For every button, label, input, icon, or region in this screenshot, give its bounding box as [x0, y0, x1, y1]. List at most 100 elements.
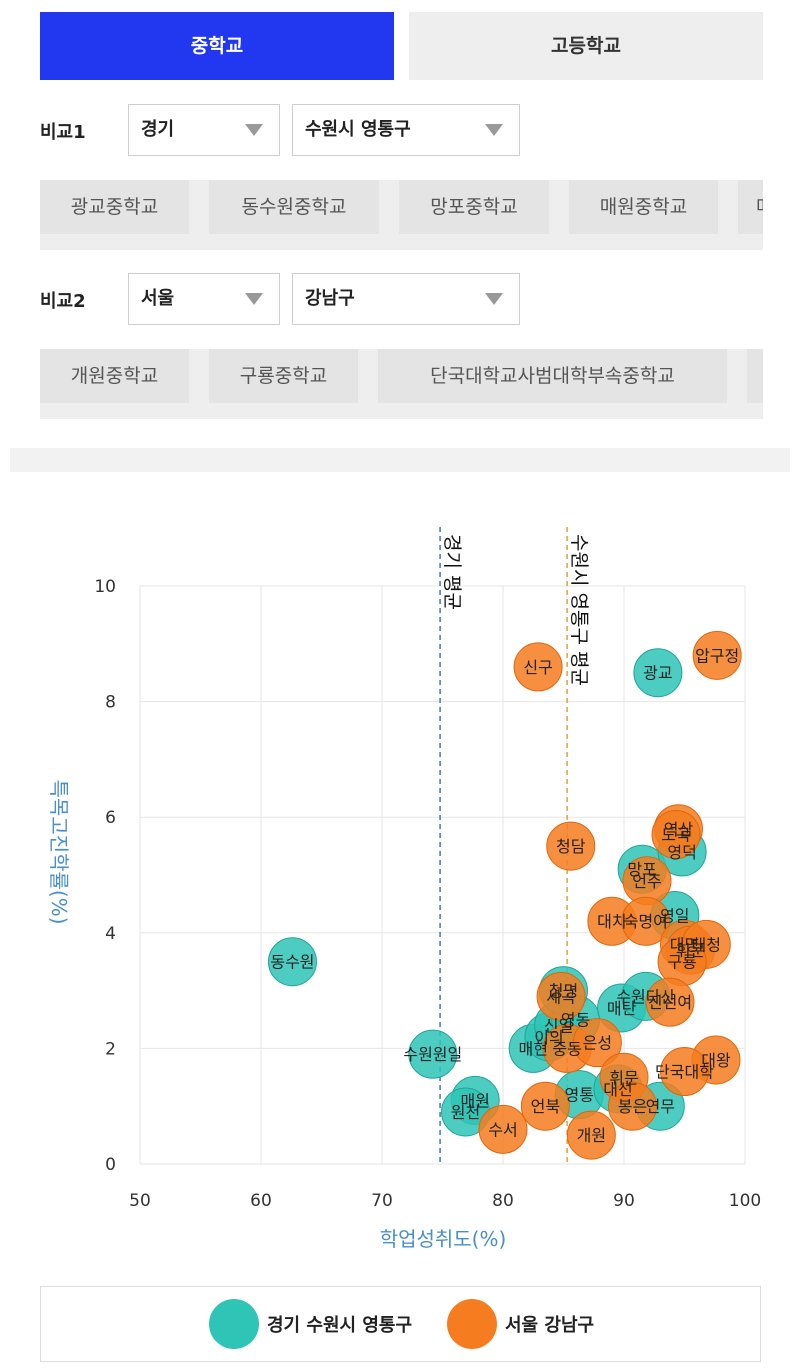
data-point-label: 이의: [534, 1028, 563, 1047]
data-point-label: 숙명여: [624, 912, 668, 931]
data-point-label: 봉은: [618, 1097, 647, 1116]
school-chip[interactable]: 개원중학교: [40, 349, 189, 403]
school-chip[interactable]: 단국대학교사범대학부속중학교: [378, 349, 727, 403]
data-point-label: 대선: [603, 1080, 632, 1099]
compare2-school-list: 개원중학교 구룡중학교 단국대학교사범대학부속중학교: [40, 349, 763, 419]
data-point-label: 영통: [565, 1086, 594, 1105]
x-tick-label: 90: [613, 1191, 635, 1211]
school-chip[interactable]: 구룡중학교: [209, 349, 358, 403]
compare1-district-select[interactable]: 수원시 영통구: [292, 104, 520, 156]
data-point-label: 영덕: [667, 843, 696, 862]
reference-line-label: 수원시 영통구 평균: [568, 534, 590, 686]
data-point: [520, 1081, 570, 1131]
x-axis-title: 학업성취도(%): [380, 1227, 507, 1251]
data-point-label: 중동: [552, 1039, 581, 1058]
data-point-label: 개원: [577, 1126, 606, 1145]
data-point-label: 대청: [692, 935, 721, 954]
legend-swatch-series1: [209, 1299, 259, 1349]
compare1-region-select[interactable]: 경기: [128, 104, 280, 156]
y-tick-label: 8: [105, 693, 116, 713]
legend-label-series2: 서울 강남구: [505, 1315, 595, 1336]
data-point-label: 진선여: [648, 993, 692, 1012]
school-chip[interactable]: 동수원중학교: [209, 180, 379, 234]
compare2-region-select[interactable]: 서울: [128, 273, 280, 325]
school-chip[interactable]: 매원중학교: [569, 180, 718, 234]
data-point: [536, 971, 586, 1021]
chevron-down-icon: [485, 124, 503, 136]
data-point-label: 대명: [670, 935, 699, 954]
data-point: [513, 642, 563, 692]
data-point: [478, 1104, 528, 1154]
scatter-chart: 경기 평균 수원시 영통구 평균 광교동수원수원원일매원원천매현이의신일영동청명영…: [47, 527, 761, 1251]
compare2-district-value: 강남구: [305, 288, 355, 309]
data-point: [566, 1110, 616, 1160]
y-tick-label: 0: [105, 1155, 116, 1175]
data-point-label: 휘문: [676, 941, 705, 960]
compare1-district-value: 수원시 영통구: [305, 119, 411, 140]
data-point: [660, 1047, 709, 1097]
data-point-label: 언북: [531, 1097, 560, 1116]
chart-grid: [139, 585, 746, 1165]
reference-line-label: 경기 평균: [441, 534, 463, 610]
compare1-school-list: 광교중학교 동수원중학교 망포중학교 매원중학교 매: [40, 180, 763, 250]
school-chip[interactable]: 광교중학교: [40, 180, 189, 234]
data-point-label: 세곡: [546, 987, 575, 1006]
data-point-label: 대왕: [701, 1051, 731, 1070]
data-point-label: 연무: [646, 1097, 675, 1116]
data-point-label: 수원원일: [403, 1045, 462, 1064]
data-point: [572, 1018, 622, 1068]
data-point: [692, 630, 742, 680]
data-point-label: 동수원: [270, 953, 314, 972]
tab-middle-school[interactable]: 중학교: [40, 12, 394, 80]
tab-high-school[interactable]: 고등학교: [409, 12, 763, 80]
school-level-tabs: 중학교 고등학교: [40, 12, 763, 80]
compare2-region-value: 서울: [141, 288, 175, 309]
data-point-label: 수서: [488, 1120, 517, 1139]
data-point-label: 단국대학: [655, 1063, 714, 1082]
chevron-down-icon: [485, 293, 503, 305]
data-point: [607, 1081, 657, 1131]
data-point-label: 도곡: [661, 826, 690, 845]
school-chip[interactable]: [747, 349, 763, 403]
y-axis-title: 특목고진학률(%): [47, 779, 71, 924]
compare2-district-select[interactable]: 강남구: [292, 273, 520, 325]
data-point-label: 역삼: [664, 820, 694, 839]
legend-label-series1: 경기 수원시 영통구: [267, 1315, 413, 1336]
data-point-label: 매현: [519, 1039, 548, 1058]
data-point-label: 휘문: [609, 1068, 638, 1087]
y-tick-label: 6: [105, 808, 116, 828]
data-point-label: 수원다산: [616, 987, 675, 1006]
y-tick-label: 2: [105, 1039, 116, 1059]
data-point: [633, 648, 683, 698]
data-point: [645, 977, 695, 1027]
data-point-label: 매원: [460, 1091, 489, 1110]
x-tick-label: 80: [492, 1191, 514, 1211]
compare1-region-value: 경기: [141, 119, 175, 140]
y-tick-label: 4: [105, 924, 116, 944]
y-tick-label: 10: [94, 577, 116, 597]
axis-ticks: 0 2 4 6 8 10 50 60 70 80 90 100: [94, 577, 761, 1211]
x-tick-label: 100: [729, 1191, 761, 1211]
chevron-down-icon: [245, 124, 263, 136]
data-point: [546, 821, 596, 871]
data-point-label: 구룡: [667, 953, 696, 972]
school-chip[interactable]: 매: [738, 180, 763, 234]
data-point-label: 원천: [451, 1103, 480, 1122]
data-point-label: 매탄: [607, 999, 637, 1018]
legend-swatch-series2: [447, 1299, 497, 1349]
data-point-label: 언주: [632, 872, 661, 891]
reference-lines: 경기 평균 수원시 영통구 평균: [439, 527, 590, 1164]
data-point: [267, 937, 317, 987]
compare2-label: 비교2: [40, 291, 86, 312]
data-point: [651, 810, 701, 860]
data-point: [408, 1029, 458, 1079]
data-point: [621, 896, 671, 946]
x-tick-label: 70: [371, 1191, 393, 1211]
section-divider: [10, 448, 790, 472]
x-tick-label: 50: [129, 1191, 151, 1211]
chevron-down-icon: [245, 293, 263, 305]
compare1-label: 비교1: [40, 122, 86, 143]
x-tick-label: 60: [250, 1191, 272, 1211]
school-chip[interactable]: 망포중학교: [399, 180, 549, 234]
data-point-label: 신일: [544, 1016, 573, 1035]
